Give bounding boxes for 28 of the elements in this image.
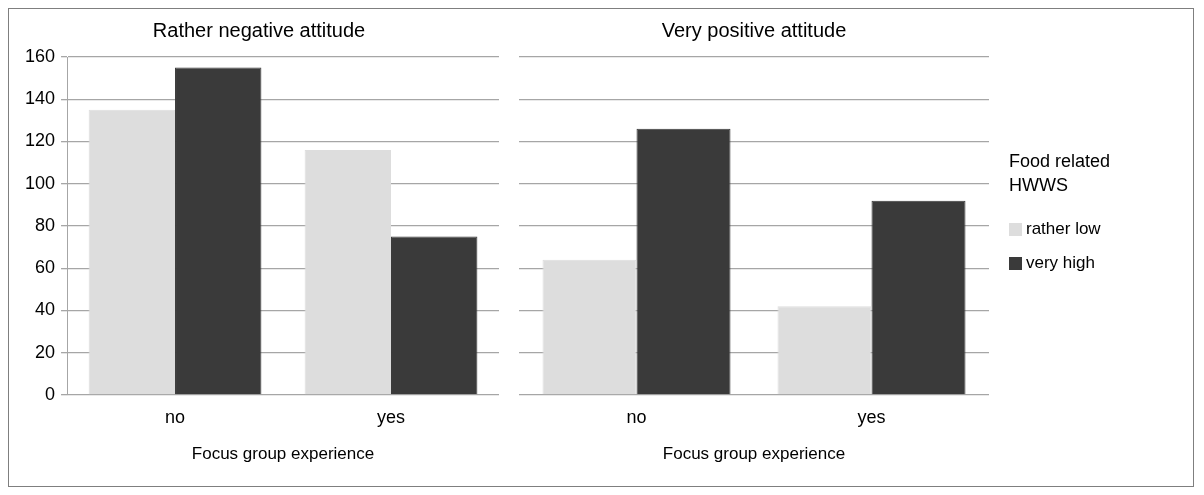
y-tick-label: 80 — [35, 214, 56, 235]
x-axis-title: Focus group experience — [191, 444, 375, 464]
x-tick-label: no — [626, 406, 647, 427]
legend-label: very high — [1026, 253, 1095, 273]
bar — [304, 149, 392, 395]
y-tick-label: 20 — [35, 341, 56, 362]
y-tick-label: 0 — [45, 383, 56, 404]
bar — [777, 306, 872, 395]
y-tick-label: 100 — [24, 172, 56, 193]
x-tick-label: yes — [857, 406, 886, 427]
chart-title: Rather negative attitude — [152, 18, 366, 41]
bar — [391, 236, 478, 395]
legend-title: Food related HWWS — [1009, 150, 1112, 197]
legend-label: rather low — [1026, 219, 1101, 239]
y-tick-label: 160 — [24, 45, 56, 66]
y-tick-label: 140 — [24, 88, 56, 109]
y-tick-label: 120 — [24, 130, 56, 151]
bar — [636, 128, 731, 395]
chart-title: Very positive attitude — [661, 18, 847, 41]
bar — [175, 67, 262, 395]
x-axis-title: Focus group experience — [662, 444, 846, 464]
x-tick-label: yes — [377, 406, 406, 427]
bar — [871, 200, 966, 395]
bar — [88, 109, 176, 395]
y-tick-label: 60 — [35, 257, 56, 278]
x-tick-label: no — [165, 406, 186, 427]
y-tick-label: 40 — [35, 299, 56, 320]
bar — [542, 259, 637, 395]
